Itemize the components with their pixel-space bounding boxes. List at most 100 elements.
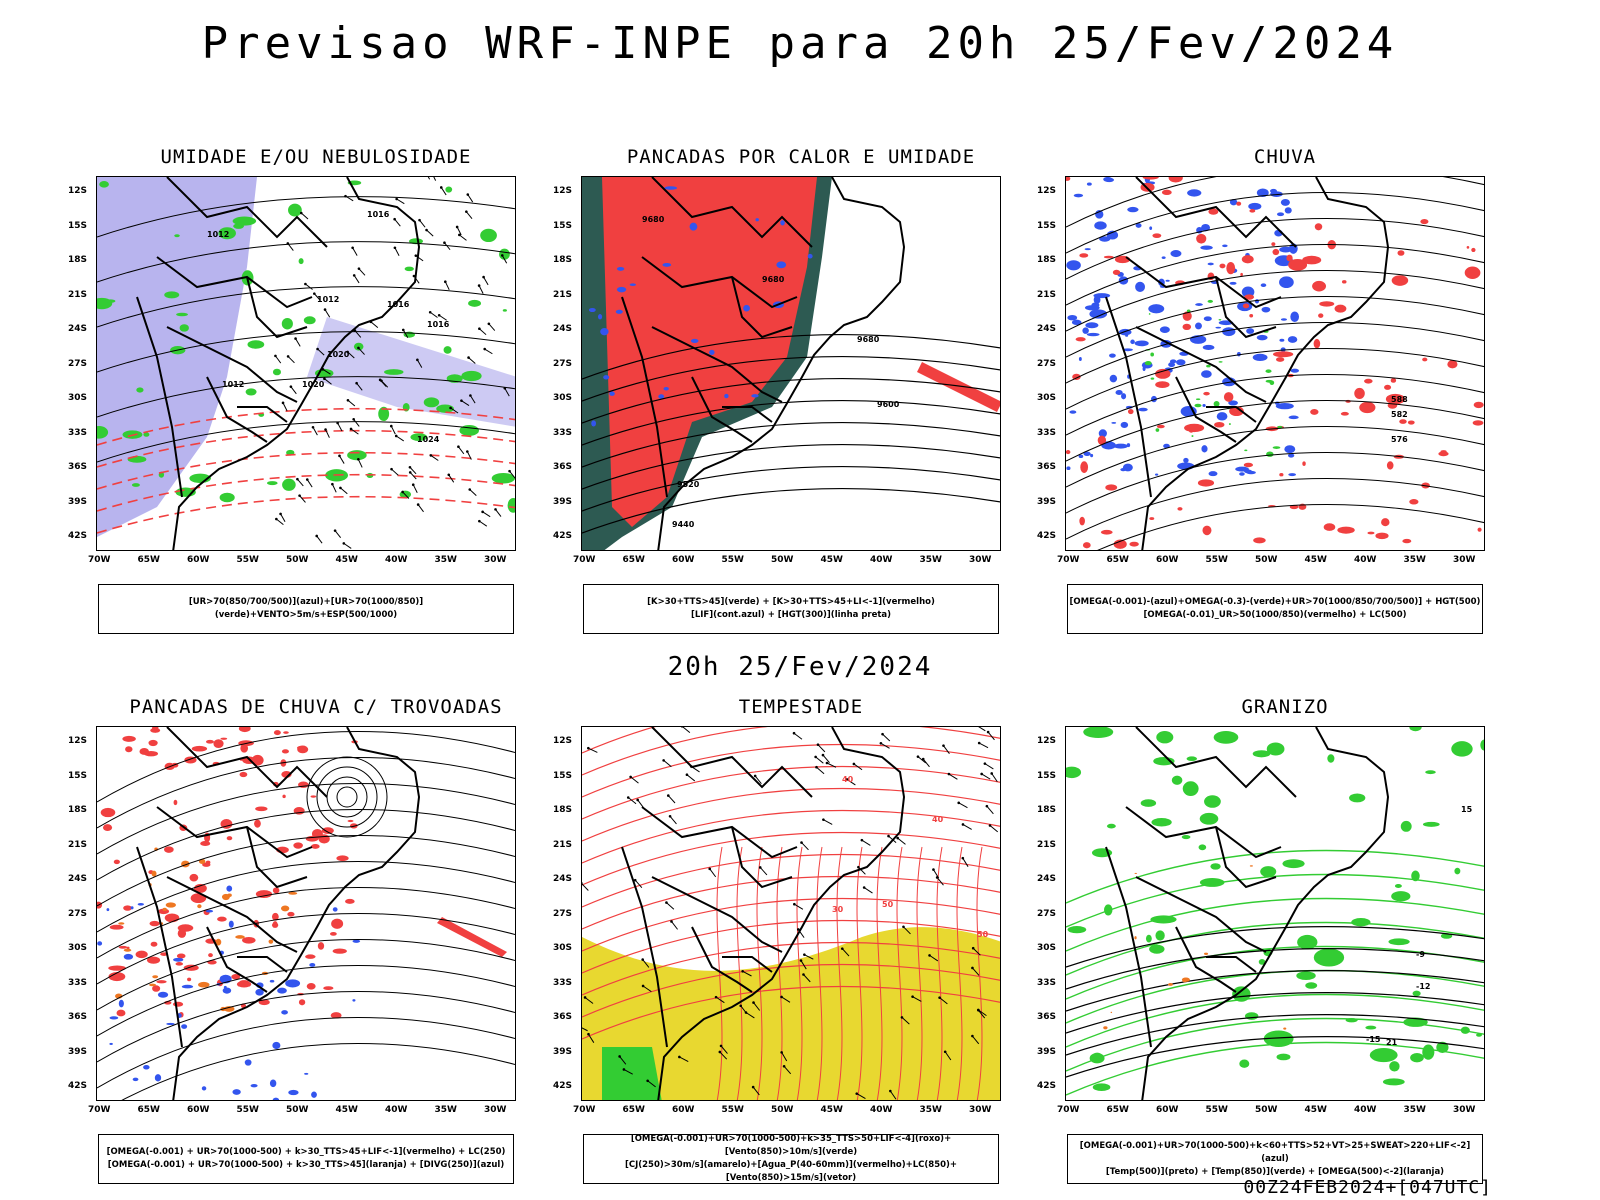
panel-umidade: UMIDADE E/OU NEBULOSIDADE 1012 1012 1012 10… [68,146,556,646]
lat-tick-label: 18S [1037,255,1057,265]
omega-green-area [1218,361,1223,363]
convective-red-area [306,983,316,990]
wind-vector [417,504,424,513]
streamline [121,1043,515,1100]
hgt300-line [582,334,1000,380]
lat-tick-label: 42S [68,531,88,541]
wind-vector [479,328,487,336]
omega-green-area [1266,451,1274,457]
wind-vector [317,348,325,356]
contour-label: 1012 [207,230,229,239]
lat-tick-label: 27S [553,358,573,369]
wind-vector-head [338,454,341,458]
wind-vector-head [344,194,347,198]
jet-stream-area [582,927,1000,1100]
lat-tick-label: 39S [1037,1046,1057,1057]
hgt300-line [582,356,1000,402]
convective-red-area [205,860,211,865]
convective-red-area [231,974,241,980]
convective-orange-area [118,922,125,925]
omega-green-area [1218,319,1222,321]
wind-vector-head [821,753,825,757]
lif-contour [662,262,672,267]
wind-vector [316,535,323,544]
temp850-green-line [1388,938,1410,946]
omega-blue-area [1066,466,1071,471]
divergence-blue-area [205,909,214,913]
country-border [621,296,668,498]
temp850-green-line [1263,1030,1294,1048]
lif-contour [591,420,597,427]
wind-vector-head [425,228,428,232]
omega-ur-red-area [1337,526,1355,534]
country-border [691,376,753,443]
wind-vector-head [799,959,803,962]
omega-ur-red-area [1473,401,1484,409]
wind-vector [841,948,850,957]
isobar [97,241,515,283]
omega-blue-area [1284,207,1292,214]
precipitable-water-line [582,788,1000,842]
temp850-green-line [1067,926,1087,934]
omega-ur-red-area [1319,301,1335,307]
omega-green-area [1265,369,1272,373]
wind-vector [325,429,330,438]
temp850-green-line [1451,741,1473,757]
wind-vector [647,1080,656,1088]
omega-ur-red-area [1223,392,1234,402]
omega-blue-area [1284,445,1296,454]
lat-tick-label: 21S [68,289,88,300]
convective-red-area [191,745,208,752]
wind-vector-head [662,759,665,762]
omega-blue-area [1078,357,1082,362]
omega-ur-red-area [1375,532,1389,540]
wind-vector-head [389,424,393,428]
omega-ur-red-area [1202,525,1212,536]
contour-label: 1024 [417,435,440,444]
wind-vector-head [739,1004,743,1008]
low-humidity-contour [174,234,180,238]
lif-contour [776,261,787,269]
wind-vector [667,795,676,804]
map-area: 40 50 50 40 30 [581,726,1001,1101]
legend-line-2: [CJ(250)>30m/s](amarelo)+[Agua_P(40-60mm… [624,1160,958,1183]
wind-vector [715,996,725,1004]
isobar [97,331,515,373]
wind-vector-head [680,727,684,728]
wind-vector [803,974,811,983]
convective-red-area [109,924,124,930]
temp850-green-line [1258,959,1266,965]
temp850-green-line [1425,770,1436,775]
wind-vector [753,1002,761,1011]
country-border [722,406,773,423]
lif-contour [709,349,715,355]
convective-red-area [118,945,128,949]
precipitable-water-line [976,846,983,1100]
lat-tick-label: 39S [1037,496,1057,507]
temp500-black-line [1066,948,1484,990]
lif-contour [690,338,699,343]
wind-vector [276,518,284,526]
wind-vector [800,960,807,970]
omega-ur-red-area [1249,314,1254,318]
convective-red-area [206,739,214,744]
streamline [97,939,515,1011]
convective-red-area [217,916,227,922]
convective-orange-area [152,975,159,979]
lon-tick-label: 70W [88,1105,111,1115]
wind-vector-head [990,772,994,775]
hgt300-line [582,488,1000,534]
wind-vector [671,921,678,930]
omega-blue-area [1109,353,1116,358]
streamline [97,991,515,1063]
lat-tick-label: 33S [1037,977,1057,988]
wind-vector [826,762,837,768]
temp850-green-line [1369,1048,1398,1063]
divergence-blue-area [223,985,227,989]
wind-vector [295,338,301,347]
lon-tick-label: 65W [137,1105,160,1115]
convective-red-area [296,745,306,750]
convective-orange-area [198,981,210,988]
lat-tick-label: 12S [553,736,573,746]
omega-ur-red-area [1152,233,1162,239]
